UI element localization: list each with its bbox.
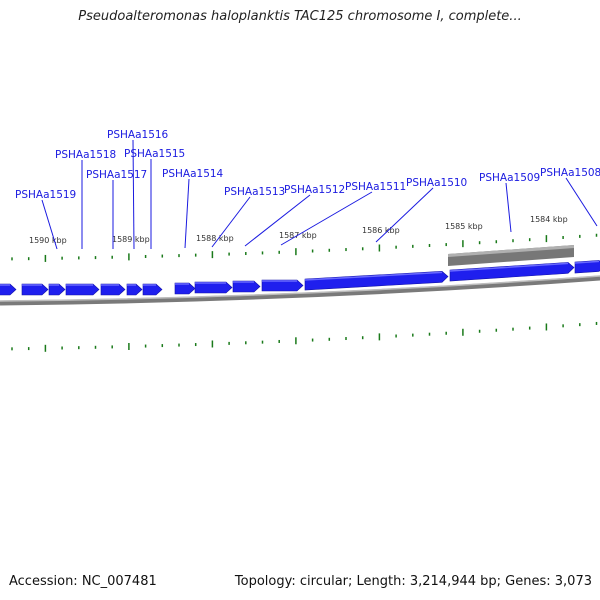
gene-arrow[interactable] bbox=[126, 283, 143, 296]
gene-label[interactable]: PSHAa1516 bbox=[107, 129, 169, 141]
kbp-scale-label: 1584 kbp bbox=[530, 215, 568, 224]
kbp-scale-label: 1586 kbp bbox=[362, 226, 400, 235]
gene-label[interactable]: PSHAa1511 bbox=[345, 181, 406, 193]
gene-arrow-highlight bbox=[449, 262, 569, 272]
gene-label[interactable]: PSHAa1514 bbox=[162, 168, 224, 180]
kbp-scale-label: 1588 kbp bbox=[196, 234, 234, 243]
gene-arrow[interactable] bbox=[304, 271, 449, 291]
gene-leader-line bbox=[280, 191, 373, 246]
gene-leader-line bbox=[211, 196, 251, 248]
gene-label[interactable]: PSHAa1508 bbox=[540, 167, 600, 179]
kbp-scale-label: 1590 kbp bbox=[29, 236, 67, 245]
gene-arrow[interactable] bbox=[142, 283, 163, 296]
gene-leader-line bbox=[184, 178, 190, 249]
gene-label[interactable]: PSHAa1510 bbox=[406, 177, 467, 189]
gene-leader-line bbox=[375, 187, 434, 243]
gene-leader-line bbox=[132, 139, 135, 250]
gene-label[interactable]: PSHAa1513 bbox=[224, 186, 285, 198]
gene-arrow[interactable] bbox=[574, 260, 600, 274]
gene-arrow[interactable] bbox=[48, 283, 66, 296]
gene-arrow[interactable] bbox=[21, 283, 49, 296]
gene-arrow[interactable] bbox=[232, 280, 261, 293]
gene-arrow[interactable] bbox=[65, 283, 100, 296]
genome-summary-text: Topology: circular; Length: 3,214,944 bp… bbox=[234, 574, 592, 589]
gene-label[interactable]: PSHAa1518 bbox=[55, 149, 116, 161]
gene-arrow[interactable] bbox=[261, 279, 304, 292]
gene-arrow[interactable] bbox=[194, 281, 233, 294]
gene-arrow[interactable] bbox=[100, 283, 126, 296]
kbp-scale-label: 1589 kbp bbox=[112, 235, 150, 244]
kbp-scale-label: 1585 kbp bbox=[445, 222, 483, 231]
gene-arrow[interactable] bbox=[174, 282, 196, 295]
gene-leader-line bbox=[565, 177, 598, 227]
gene-leader-line bbox=[244, 194, 311, 247]
map-title: Pseudoalteromonas haloplanktis TAC125 ch… bbox=[78, 9, 522, 24]
gene-label[interactable]: PSHAa1512 bbox=[284, 184, 345, 196]
gene-label[interactable]: PSHAa1509 bbox=[479, 172, 540, 184]
selection-bar-highlight bbox=[448, 245, 574, 257]
gene-arrow[interactable] bbox=[0, 283, 17, 296]
gene-label[interactable]: PSHAa1517 bbox=[86, 169, 147, 181]
accession-text: Accession: NC_007481 bbox=[9, 574, 157, 589]
gene-leader-line bbox=[505, 182, 512, 233]
gene-arrow-highlight bbox=[304, 271, 443, 281]
gene-label[interactable]: PSHAa1515 bbox=[124, 148, 185, 160]
chromosome-backbone bbox=[0, 275, 600, 306]
gene-label[interactable]: PSHAa1519 bbox=[15, 189, 76, 201]
gene-leader-line bbox=[41, 199, 58, 250]
gene-arrow[interactable] bbox=[449, 262, 575, 282]
gene-arrow-highlight bbox=[574, 260, 600, 264]
